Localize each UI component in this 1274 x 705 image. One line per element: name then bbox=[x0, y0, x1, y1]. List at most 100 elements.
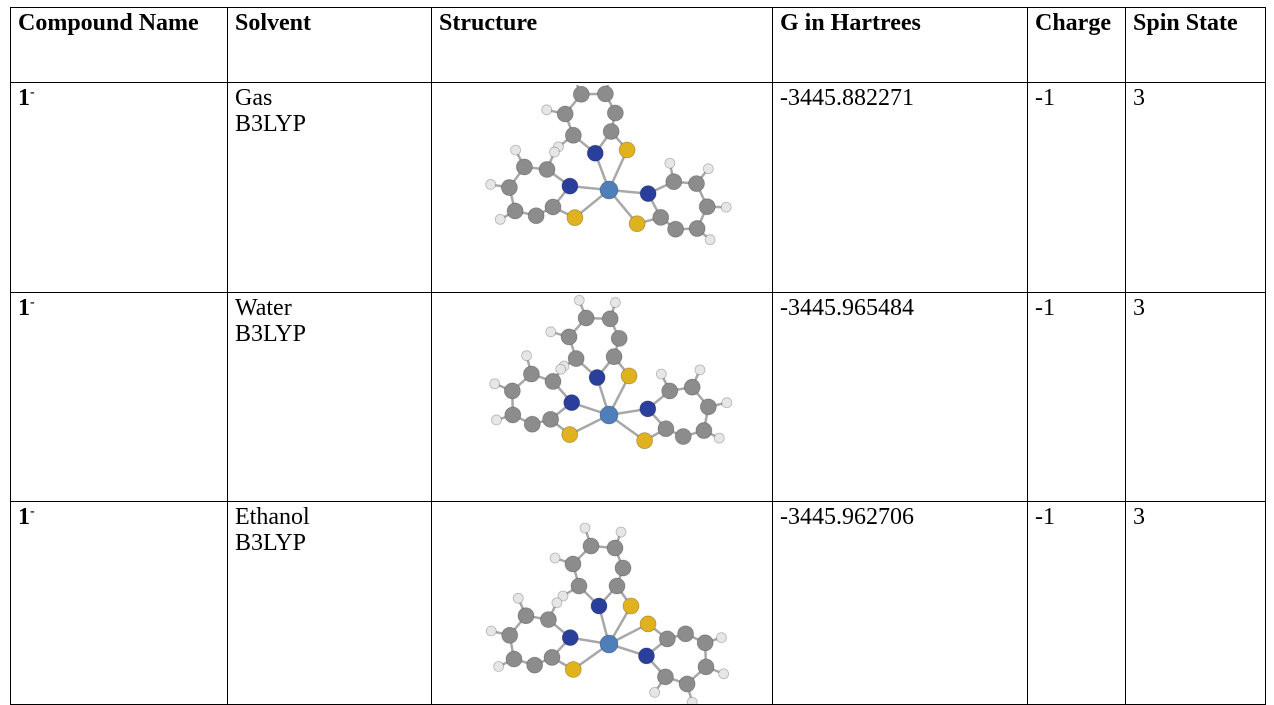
carbon-atom bbox=[523, 366, 539, 382]
hydrogen-atom bbox=[665, 158, 675, 168]
header-charge: Charge bbox=[1028, 8, 1126, 83]
method-name: B3LYP bbox=[235, 111, 424, 137]
hydrogen-atom bbox=[722, 398, 732, 408]
sulfur-atom bbox=[565, 661, 581, 677]
compound-charge-sup: - bbox=[30, 295, 35, 310]
method-name: B3LYP bbox=[235, 530, 424, 556]
compound-name: 1 bbox=[18, 295, 30, 321]
carbon-atom bbox=[607, 540, 623, 556]
hydrogen-atom bbox=[719, 669, 729, 679]
compound-cell: 1- bbox=[11, 502, 228, 705]
hydrogen-atom bbox=[549, 147, 559, 157]
hydrogen-atom bbox=[522, 351, 532, 361]
carbon-atom bbox=[684, 379, 700, 395]
hydrogen-atom bbox=[511, 145, 521, 155]
carbon-atom bbox=[565, 556, 581, 572]
carbon-atom bbox=[505, 407, 521, 423]
carbon-atom bbox=[679, 676, 695, 692]
hydrogen-atom bbox=[546, 327, 556, 337]
compound-charge-sup: - bbox=[30, 85, 35, 100]
hydrogen-atom bbox=[650, 687, 660, 697]
carbon-atom bbox=[518, 608, 534, 624]
carbon-atom bbox=[516, 159, 532, 175]
carbon-atom bbox=[611, 330, 627, 346]
carbon-atom bbox=[543, 411, 559, 427]
hydrogen-atom bbox=[616, 527, 626, 537]
image-overlap-gap bbox=[490, 464, 720, 467]
nitrogen-atom bbox=[564, 395, 580, 411]
sulfur-atom bbox=[562, 427, 578, 443]
metal-atom bbox=[600, 406, 618, 424]
energy-cell: -3445.882271 bbox=[773, 83, 1028, 293]
nitrogen-atom bbox=[587, 145, 603, 161]
hydrogen-atom bbox=[656, 369, 666, 379]
carbon-atom bbox=[688, 176, 704, 192]
spin-cell: 3 bbox=[1126, 502, 1266, 705]
solvent-name: Water bbox=[235, 295, 424, 321]
carbon-atom bbox=[504, 383, 520, 399]
hydrogen-atom bbox=[703, 164, 713, 174]
carbon-atom bbox=[615, 560, 631, 576]
carbon-atom bbox=[666, 174, 682, 190]
hydrogen-atom bbox=[695, 365, 705, 375]
metal-atom bbox=[600, 181, 618, 199]
hydrogen-atom bbox=[574, 295, 584, 305]
sulfur-atom bbox=[623, 598, 639, 614]
structure-cell bbox=[432, 293, 773, 502]
energy-cell: -3445.962706 bbox=[773, 502, 1028, 705]
header-solvent: Solvent bbox=[228, 8, 432, 83]
molecule-structure-image bbox=[439, 85, 778, 292]
carbon-atom bbox=[697, 635, 713, 651]
sulfur-atom bbox=[629, 216, 645, 232]
hydrogen-atom bbox=[714, 433, 724, 443]
charge-cell: -1 bbox=[1028, 83, 1126, 293]
carbon-atom bbox=[607, 105, 623, 121]
hydrogen-atom bbox=[513, 593, 523, 603]
carbon-atom bbox=[557, 106, 573, 122]
carbon-atom bbox=[662, 383, 678, 399]
carbon-atom bbox=[700, 399, 716, 415]
nitrogen-atom bbox=[562, 630, 578, 646]
charge-cell: -1 bbox=[1028, 502, 1126, 705]
carbon-atom bbox=[657, 669, 673, 685]
carbon-atom bbox=[565, 127, 581, 143]
carbon-atom bbox=[578, 310, 594, 326]
hydrogen-atom bbox=[716, 633, 726, 643]
hydrogen-atom bbox=[552, 598, 562, 608]
molecule-structure-image bbox=[439, 295, 778, 501]
carbon-atom bbox=[545, 373, 561, 389]
carbon-atom bbox=[539, 161, 555, 177]
nitrogen-atom bbox=[640, 401, 656, 417]
header-spin-state: Spin State bbox=[1126, 8, 1266, 83]
structure-cell bbox=[432, 502, 773, 705]
carbon-atom bbox=[678, 626, 694, 642]
method-name: B3LYP bbox=[235, 321, 424, 347]
nitrogen-atom bbox=[589, 370, 605, 386]
carbon-atom bbox=[658, 421, 674, 437]
carbon-atom bbox=[506, 651, 522, 667]
carbon-atom bbox=[668, 221, 684, 237]
carbon-atom bbox=[675, 429, 691, 445]
carbon-atom bbox=[540, 612, 556, 628]
hydrogen-atom bbox=[490, 379, 500, 389]
header-row: Compound Name Solvent Structure G in Har… bbox=[11, 8, 1266, 83]
carbon-atom bbox=[696, 423, 712, 439]
hydrogen-atom bbox=[580, 523, 590, 533]
hydrogen-atom bbox=[556, 364, 566, 374]
hydrogen-atom bbox=[550, 553, 560, 563]
charge-cell: -1 bbox=[1028, 293, 1126, 502]
hydrogen-atom bbox=[610, 298, 620, 308]
solvent-name: Ethanol bbox=[235, 504, 424, 530]
nitrogen-atom bbox=[562, 178, 578, 194]
hydrogen-atom bbox=[542, 105, 552, 115]
spin-cell: 3 bbox=[1126, 293, 1266, 502]
sulfur-atom bbox=[621, 368, 637, 384]
carbon-atom bbox=[528, 208, 544, 224]
header-energy: G in Hartrees bbox=[773, 8, 1028, 83]
carbon-atom bbox=[653, 209, 669, 225]
hydrogen-atom bbox=[486, 626, 496, 636]
